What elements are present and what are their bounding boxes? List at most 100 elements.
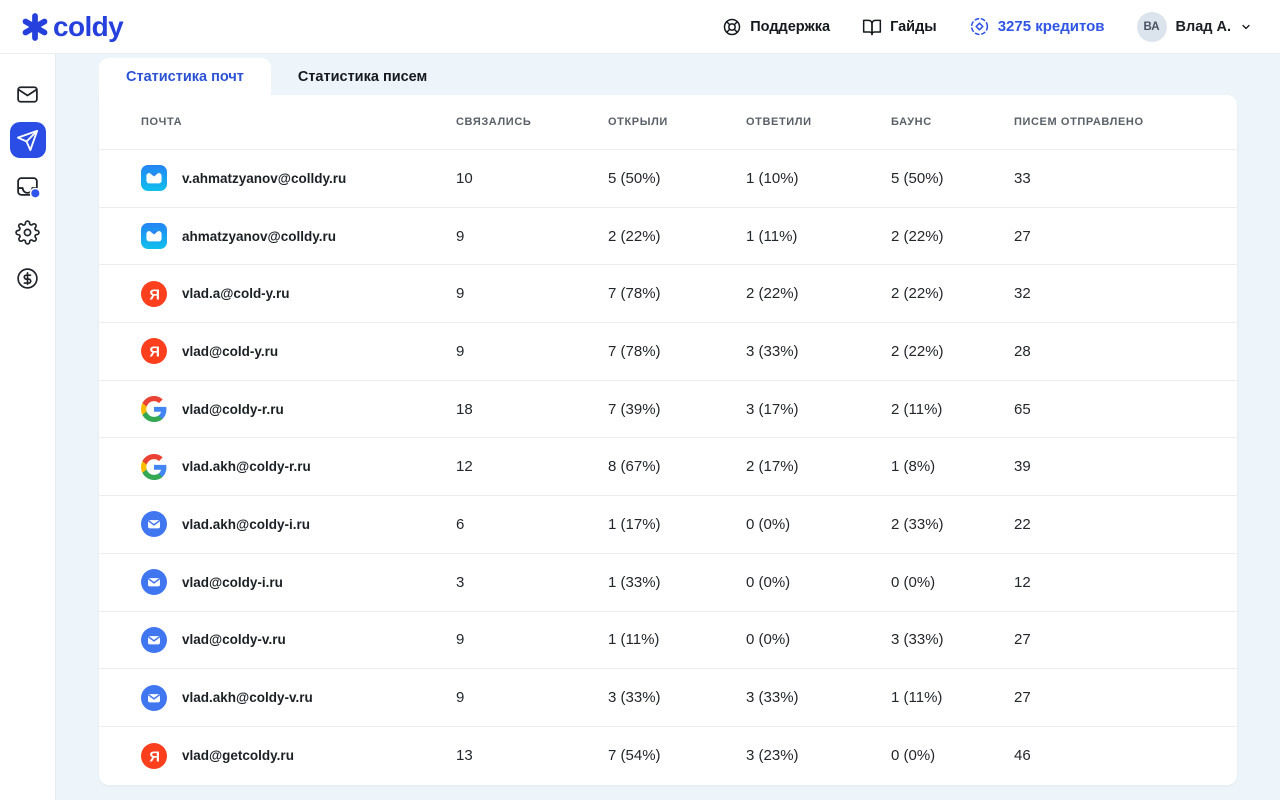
top-header: coldy Поддержка Гайды (0, 0, 1280, 54)
email-address: vlad.akh@coldy-r.ru (182, 459, 311, 475)
sent-cell: 27 (1014, 227, 1031, 245)
bounce-cell: 5 (50%) (891, 169, 944, 187)
email-address: vlad.akh@coldy-v.ru (182, 690, 313, 706)
sidebar-item-settings[interactable] (10, 214, 46, 250)
contacted-cell: 18 (456, 400, 473, 418)
table-row: vlad.akh@coldy-v.ru 9 3 (33%) 3 (33%) 1 … (99, 669, 1237, 727)
svg-text:Я: Я (149, 345, 160, 361)
sent-cell: 27 (1014, 631, 1031, 649)
gear-icon (15, 219, 40, 245)
opened-cell: 7 (39%) (608, 400, 661, 418)
mailbox-cell: vlad.akh@coldy-r.ru (141, 453, 456, 480)
tab-letter-stats[interactable]: Статистика писем (297, 68, 428, 85)
stats-card: ПОЧТА СВЯЗАЛИСЬ ОТКРЫЛИ ОТВЕТИЛИ БАУНС П… (99, 95, 1237, 785)
contacted-cell: 13 (456, 747, 473, 765)
sent-cell: 39 (1014, 458, 1031, 476)
opened-cell: 7 (78%) (608, 342, 661, 360)
column-header-opened: ОТКРЫЛИ (608, 116, 668, 128)
sent-cell: 33 (1014, 169, 1031, 187)
app-logo[interactable]: coldy (20, 10, 124, 43)
lifebuoy-icon (722, 17, 742, 37)
table-row: v.ahmatzyanov@colldy.ru 10 5 (50%) 1 (10… (99, 150, 1237, 208)
google-provider-icon (141, 453, 167, 480)
send-icon (16, 129, 39, 152)
opened-cell: 1 (33%) (608, 573, 661, 591)
email-address: vlad@coldy-v.ru (182, 632, 286, 648)
sent-cell: 32 (1014, 285, 1031, 303)
yandex-provider-icon: Я (141, 280, 167, 307)
table-row: Я vlad.a@cold-y.ru 9 7 (78%) 2 (22%) 2 (… (99, 265, 1237, 324)
column-header-sent: ПИСЕМ ОТПРАВЛЕНО (1014, 116, 1144, 128)
header-actions: Поддержка Гайды 3275 кредитов ВА Вл (722, 11, 1252, 42)
tab-mailbox-stats[interactable]: Статистика почт (99, 58, 271, 95)
guides-button[interactable]: Гайды (862, 17, 937, 37)
opened-cell: 8 (67%) (608, 458, 661, 476)
mailbox-cell: vlad@coldy-v.ru (141, 626, 456, 653)
replied-cell: 1 (11%) (746, 227, 798, 245)
table-header: ПОЧТА СВЯЗАЛИСЬ ОТКРЫЛИ ОТВЕТИЛИ БАУНС П… (99, 95, 1237, 150)
replied-cell: 2 (17%) (746, 458, 799, 476)
credits-label: 3275 кредитов (997, 18, 1105, 35)
bounce-cell: 1 (8%) (891, 458, 936, 476)
table-row: vlad.akh@coldy-i.ru 6 1 (17%) 0 (0%) 2 (… (99, 496, 1237, 554)
opened-cell: 7 (54%) (608, 747, 661, 765)
sidebar-item-mailboxes[interactable] (10, 76, 46, 112)
email-address: vlad@coldy-r.ru (182, 401, 284, 417)
email-address: vlad@cold-y.ru (182, 343, 279, 359)
mailbox-cell: vlad@coldy-r.ru (141, 396, 456, 423)
sent-cell: 27 (1014, 689, 1031, 707)
email-address: vlad.akh@coldy-i.ru (182, 516, 310, 532)
user-menu[interactable]: ВА Влад А. (1136, 11, 1252, 42)
inbox-icon (15, 174, 40, 199)
column-header-mail: ПОЧТА (141, 116, 183, 128)
sent-cell: 22 (1014, 515, 1031, 533)
column-header-contacted: СВЯЗАЛИСЬ (456, 116, 532, 128)
logo-text: coldy (53, 10, 124, 42)
sidebar-item-inbox[interactable] (10, 168, 46, 204)
sent-cell: 12 (1014, 573, 1031, 591)
sent-cell: 28 (1014, 342, 1031, 360)
bounce-cell: 1 (11%) (891, 689, 943, 707)
table-row: vlad@coldy-v.ru 9 1 (11%) 0 (0%) 3 (33%)… (99, 612, 1237, 670)
bounce-cell: 0 (0%) (891, 747, 936, 765)
envelope-icon (15, 82, 40, 107)
email-address: ahmatzyanov@colldy.ru (182, 228, 336, 244)
email-address: v.ahmatzyanov@colldy.ru (182, 170, 347, 186)
email-address: vlad.a@cold-y.ru (182, 286, 290, 302)
table-body: v.ahmatzyanov@colldy.ru 10 5 (50%) 1 (10… (99, 150, 1237, 785)
contacted-cell: 9 (456, 342, 465, 360)
mailbox-cell: v.ahmatzyanov@colldy.ru (141, 165, 456, 192)
credits-button[interactable]: 3275 кредитов (969, 16, 1105, 37)
main-content: Статистика почт Статистика писем ПОЧТА С… (56, 54, 1280, 800)
app-shell: Статистика почт Статистика писем ПОЧТА С… (0, 54, 1280, 800)
email-address: vlad@getcoldy.ru (182, 748, 294, 764)
email-provider-icon (141, 569, 167, 596)
table-row: vlad.akh@coldy-r.ru 12 8 (67%) 2 (17%) 1… (99, 438, 1237, 497)
mailbox-cell: vlad.akh@coldy-i.ru (141, 511, 456, 538)
user-name: Влад А. (1175, 18, 1231, 35)
replied-cell: 0 (0%) (746, 631, 791, 649)
opened-cell: 7 (78%) (608, 285, 661, 303)
replied-cell: 3 (17%) (746, 400, 799, 418)
mailbox-cell: Я vlad@getcoldy.ru (141, 742, 456, 769)
sidebar-item-campaigns[interactable] (9, 122, 46, 158)
sent-cell: 46 (1014, 747, 1031, 765)
bounce-cell: 2 (22%) (891, 342, 944, 360)
column-header-replied: ОТВЕТИЛИ (746, 116, 812, 128)
sent-cell: 65 (1014, 400, 1031, 418)
logo-asterisk-icon (20, 12, 50, 42)
opened-cell: 2 (22%) (608, 227, 661, 245)
table-row: Я vlad@cold-y.ru 9 7 (78%) 3 (33%) 2 (22… (99, 323, 1237, 381)
bounce-cell: 2 (22%) (891, 285, 944, 303)
support-button[interactable]: Поддержка (722, 17, 830, 37)
mailbox-cell: ahmatzyanov@colldy.ru (141, 223, 456, 250)
credits-icon (969, 16, 990, 37)
replied-cell: 1 (10%) (746, 169, 799, 187)
mailbox-cell: Я vlad@cold-y.ru (141, 338, 456, 365)
support-label: Поддержка (750, 18, 831, 35)
replied-cell: 3 (33%) (746, 342, 799, 360)
bounce-cell: 2 (22%) (891, 227, 944, 245)
sidebar-item-billing[interactable] (10, 260, 46, 296)
bounce-cell: 0 (0%) (891, 573, 936, 591)
guides-label: Гайды (890, 18, 937, 35)
